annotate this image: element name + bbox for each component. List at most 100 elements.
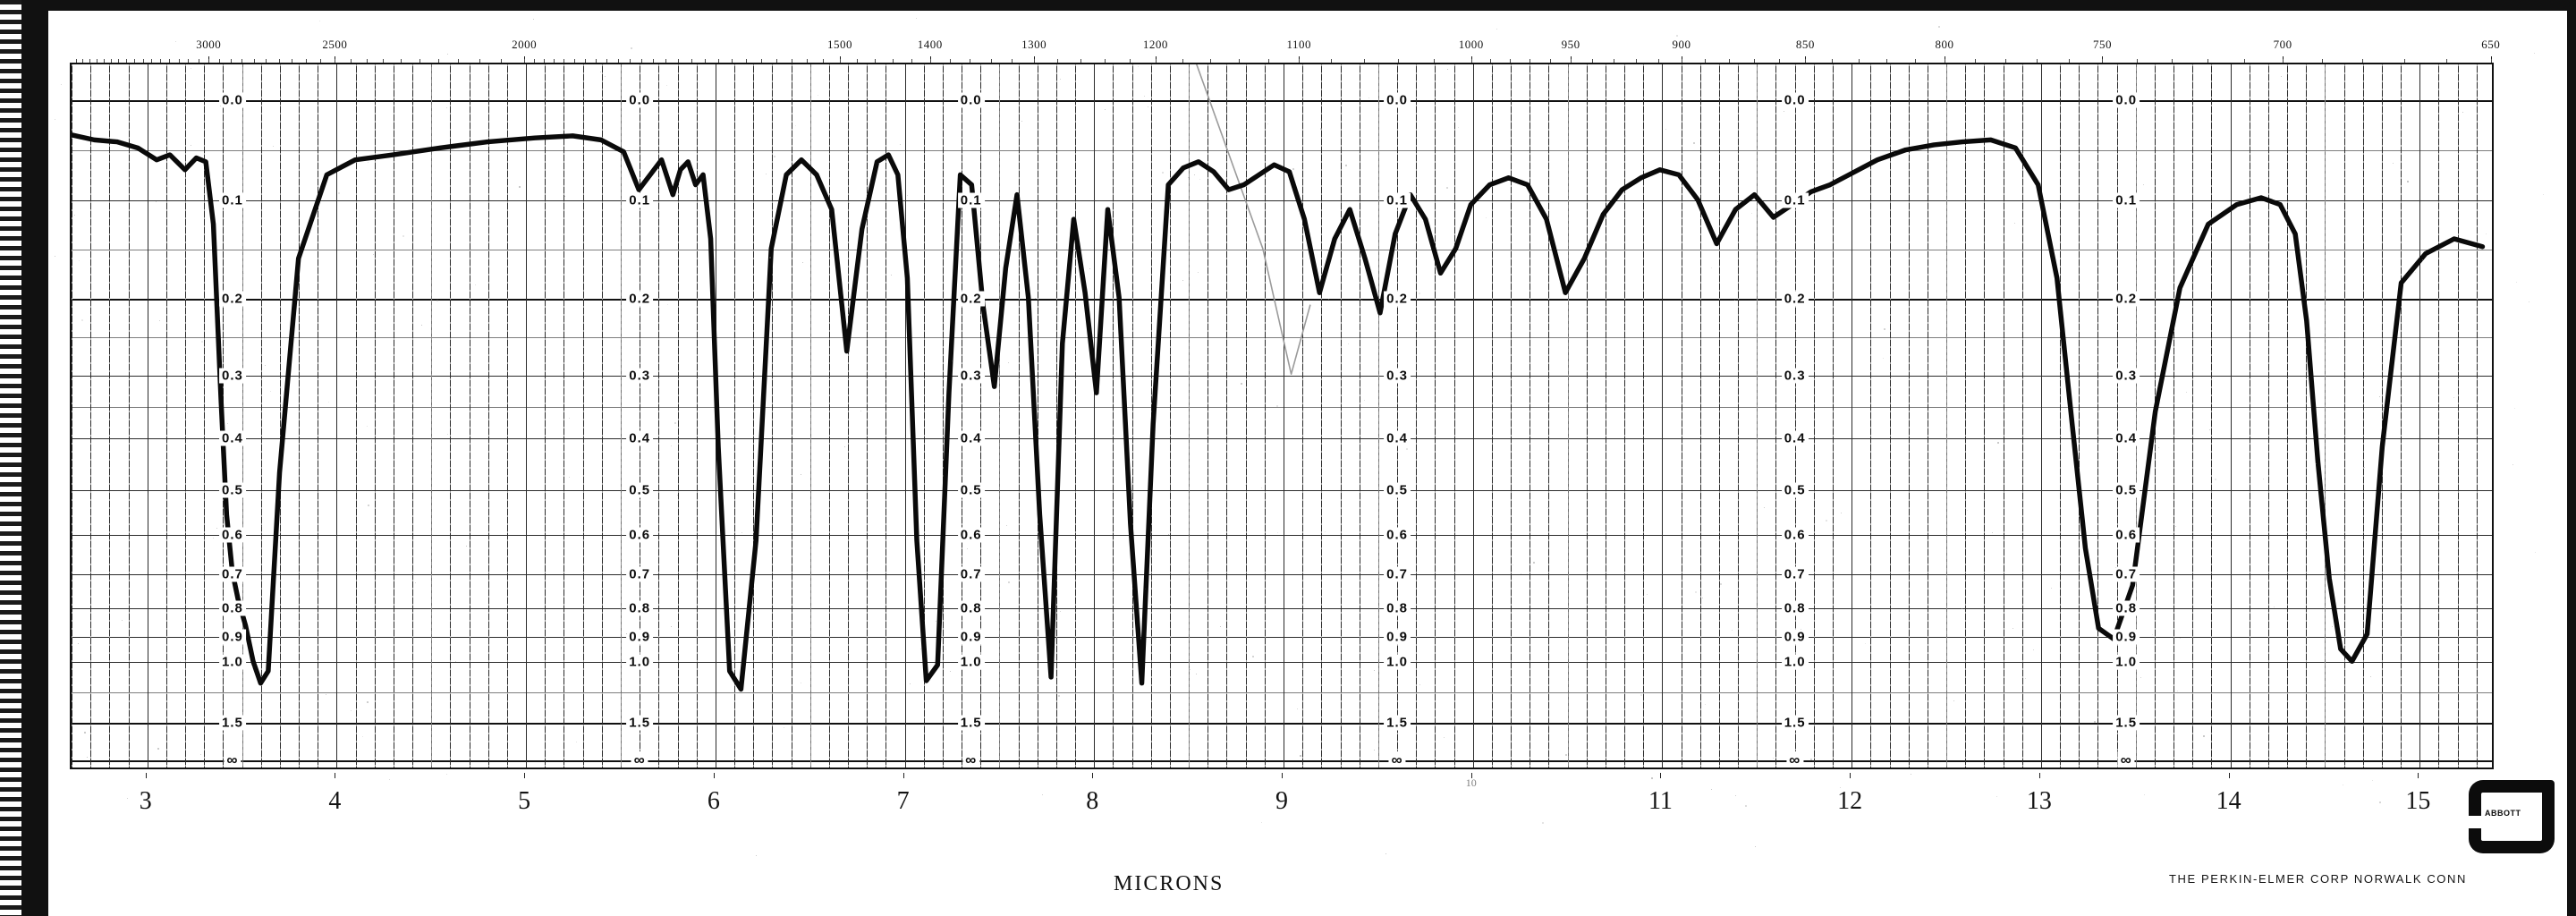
scan-speck — [1360, 299, 1362, 301]
wavenumber-minor-tick — [1571, 59, 1572, 63]
grid-vline — [2079, 64, 2080, 768]
grid-vline — [204, 64, 206, 768]
grid-vline — [2457, 64, 2459, 768]
scan-speck — [2143, 184, 2145, 186]
absorbance-scale-label: 0.2 — [219, 291, 246, 307]
wavenumber-minor-tick — [401, 59, 402, 63]
wavenumber-minor-tick — [159, 59, 161, 63]
scan-speck — [2371, 780, 2373, 782]
scan-speck — [1883, 327, 1885, 330]
absorbance-scale-label: 0.8 — [1384, 600, 1411, 616]
scan-speck — [665, 84, 667, 86]
absorbance-scale-label: 0.4 — [957, 430, 985, 446]
scan-speck — [1795, 339, 1797, 341]
scan-speck — [1481, 45, 1483, 47]
grid-vline — [677, 64, 679, 768]
scan-speck — [626, 633, 628, 635]
absorbance-scale-label: 0.7 — [626, 566, 654, 582]
grid-vline — [2325, 64, 2326, 768]
absorbance-scale-label: ∞ — [224, 751, 242, 768]
wavenumber-minor-tick — [892, 59, 894, 63]
grid-vline — [2040, 64, 2042, 768]
micron-label: 3 — [139, 787, 152, 815]
wavenumber-minor-tick — [1509, 59, 1511, 63]
scan-speck — [436, 299, 438, 301]
wavenumber-minor-tick — [1974, 59, 1976, 63]
scan-speck — [1320, 128, 1323, 131]
scan-speck — [1532, 562, 1535, 564]
grid-vline — [2135, 64, 2137, 768]
scan-speck — [676, 494, 678, 496]
grid-vline — [2211, 64, 2213, 768]
wavenumber-minor-tick — [266, 59, 267, 63]
scan-speck — [2158, 447, 2160, 449]
scan-speck — [1276, 405, 1279, 408]
spectrum-trace — [72, 132, 2486, 692]
scan-speck — [158, 320, 160, 322]
wavenumber-minor-tick — [82, 59, 84, 63]
grid-vline — [1113, 64, 1114, 768]
absorbance-scale-label: 1.0 — [1781, 654, 1809, 670]
grid-vline — [1624, 64, 1626, 768]
scan-speck — [844, 445, 846, 447]
scan-speck — [414, 581, 416, 583]
scan-speck — [1996, 441, 1999, 444]
scan-speck — [242, 273, 244, 275]
wavenumber-minor-tick — [188, 59, 190, 63]
absorbance-scale-label: 0.1 — [1781, 192, 1809, 208]
absorbance-scale-label: 0.4 — [1781, 430, 1809, 446]
wavenumber-minor-tick — [2136, 59, 2138, 63]
scan-speck — [155, 200, 157, 202]
wavenumber-minor-tick — [874, 59, 876, 63]
scan-speck — [1734, 794, 1736, 796]
absorbance-scale-label: 0.8 — [957, 600, 985, 616]
wavenumber-minor-tick — [89, 59, 90, 63]
scan-speck — [487, 713, 489, 715]
grid-hline — [72, 299, 2492, 301]
scan-speck — [1623, 134, 1626, 137]
grid-vline — [2362, 64, 2364, 768]
scan-speck — [777, 637, 779, 639]
scan-speck — [265, 365, 267, 367]
absorbance-scale-label: 0.0 — [219, 92, 246, 108]
wavenumber-label: 750 — [2092, 38, 2112, 51]
scan-speck — [1057, 695, 1060, 698]
scan-speck — [1073, 638, 1075, 640]
grid-vline — [1321, 64, 1323, 768]
wavenumber-minor-tick — [2244, 59, 2246, 63]
wavenumber-minor-tick — [1729, 59, 1731, 63]
grid-hline — [72, 490, 2492, 491]
grid-hline-minor — [72, 407, 2492, 408]
scan-speck — [2331, 626, 2333, 628]
absorbance-scale-label: 0.0 — [1384, 92, 1411, 108]
scan-speck — [2534, 52, 2536, 54]
microns-axis-title: MICRONS — [1114, 872, 1224, 895]
micron-tick — [902, 773, 904, 778]
micron-tick — [2038, 773, 2040, 778]
absorbance-scale-label: 0.3 — [219, 368, 246, 384]
grid-vline — [1832, 64, 1834, 768]
scan-speck — [2208, 428, 2210, 430]
micron-label: 15 — [2405, 787, 2431, 815]
absorbance-scale-label: 0.3 — [1781, 368, 1809, 384]
scan-speck — [1219, 625, 1221, 627]
wavenumber-minor-tick — [1080, 59, 1081, 63]
scan-speck — [1733, 299, 1735, 301]
scan-speck — [519, 185, 521, 188]
grid-vline — [1946, 64, 1948, 768]
scan-speck — [402, 234, 405, 237]
scan-speck — [1187, 177, 1189, 179]
scan-speck — [1750, 212, 1752, 214]
scan-speck — [907, 195, 909, 197]
scan-speck — [1496, 28, 1498, 30]
scan-speck — [1443, 737, 1445, 739]
scan-speck — [447, 54, 449, 55]
wavenumber-minor-tick — [553, 59, 555, 63]
wavenumber-minor-tick — [1209, 59, 1211, 63]
scan-speck — [1297, 708, 1299, 709]
micron-label: 12 — [1837, 787, 1863, 815]
grid-vline — [2476, 64, 2478, 768]
scan-speck — [2414, 271, 2416, 273]
wavenumber-label: 1400 — [917, 38, 943, 51]
scan-speck — [446, 774, 448, 776]
